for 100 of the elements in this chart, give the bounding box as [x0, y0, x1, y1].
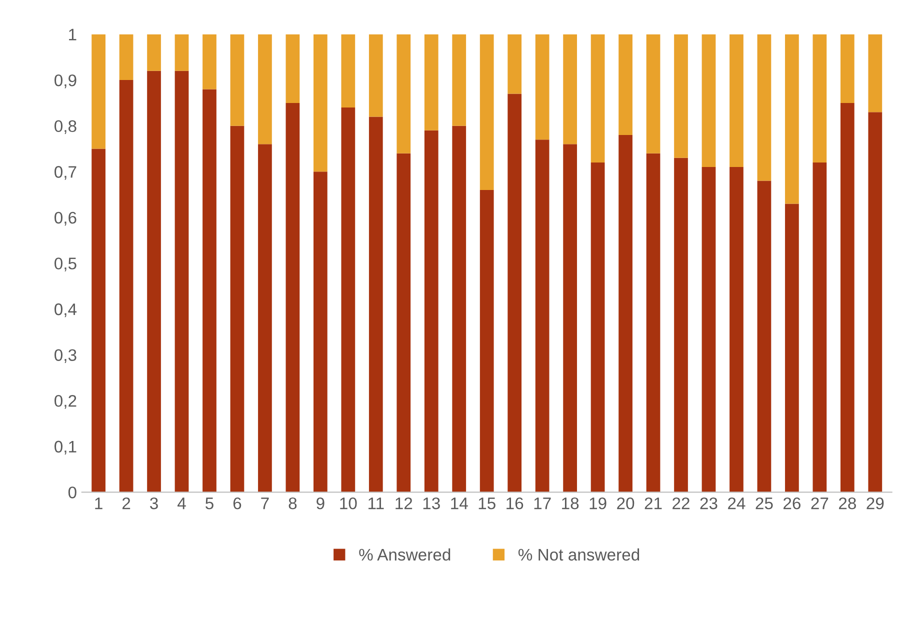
- bar: [812, 34, 827, 162]
- bar: [480, 190, 494, 492]
- x-tick-label: 28: [838, 497, 856, 510]
- bar: [618, 34, 632, 136]
- x-tick-label: 20: [617, 497, 634, 510]
- bar: [452, 34, 466, 126]
- bar: [119, 34, 134, 80]
- y-tick-label: 0,2: [54, 394, 76, 409]
- bar: [286, 34, 300, 103]
- bar: [563, 34, 577, 144]
- bar: [785, 34, 799, 204]
- bar: [230, 34, 244, 126]
- y-tick-label: 0,5: [54, 258, 76, 272]
- bar: [840, 102, 854, 492]
- bar: [646, 34, 660, 154]
- bar: [314, 34, 328, 172]
- x-tick-label: 1: [95, 498, 102, 510]
- bar: [535, 34, 550, 140]
- legend-label: % Answered: [359, 548, 450, 561]
- x-tick-label: 7: [261, 498, 269, 510]
- bar: [424, 130, 438, 492]
- bar: [202, 89, 216, 492]
- bar: [674, 34, 688, 158]
- bar: [618, 135, 632, 492]
- x-tick-label: 18: [562, 497, 579, 510]
- x-tick-label: 21: [644, 497, 662, 510]
- bar: [730, 167, 744, 492]
- bar: [508, 34, 522, 94]
- bar: [868, 112, 882, 492]
- bar: [785, 204, 799, 492]
- bar: [840, 34, 854, 103]
- bar: [368, 116, 383, 492]
- x-tick-label: 2: [122, 497, 130, 510]
- bar: [341, 108, 356, 492]
- bar: [424, 34, 438, 130]
- bar: [674, 158, 688, 492]
- bar: [646, 153, 660, 492]
- x-tick-label: 23: [700, 497, 718, 510]
- y-tick-label: 0,3: [54, 349, 76, 363]
- bar: [563, 144, 577, 492]
- bar: [590, 34, 605, 162]
- bar: [396, 34, 411, 154]
- y-tick-label: 0,9: [54, 74, 76, 88]
- x-tick-label: 14: [451, 498, 468, 510]
- bar: [92, 148, 106, 492]
- x-tick-label: 17: [534, 498, 551, 510]
- x-tick-label: 25: [756, 497, 773, 510]
- y-tick-label: 1: [69, 28, 76, 40]
- bar: [202, 34, 216, 90]
- bar: [757, 34, 772, 181]
- x-tick-label: 27: [811, 497, 828, 510]
- x-tick-label: 26: [784, 497, 800, 510]
- bar: [174, 34, 189, 71]
- x-tick-label: 6: [233, 497, 242, 510]
- bar: [341, 34, 356, 108]
- bar: [868, 34, 882, 112]
- x-tick-label: 15: [478, 498, 496, 510]
- x-tick-label: 24: [728, 497, 746, 510]
- bar: [258, 144, 272, 492]
- x-tick-label: 13: [423, 497, 440, 510]
- bar: [92, 34, 106, 149]
- x-tick-label: 10: [340, 497, 357, 510]
- bar: [535, 140, 550, 492]
- y-tick-label: 0,7: [54, 166, 76, 180]
- bar: [396, 153, 411, 492]
- bar: [258, 34, 272, 144]
- y-tick-label: 0,1: [54, 440, 76, 455]
- bar: [174, 70, 189, 492]
- y-tick-label: 0: [68, 486, 76, 498]
- x-tick-label: 8: [288, 497, 297, 510]
- legend-label: % Not answered: [518, 548, 640, 561]
- bar: [812, 162, 827, 492]
- bar: [480, 34, 494, 190]
- x-tick-label: 12: [396, 497, 412, 510]
- x-tick-label: 16: [506, 497, 524, 510]
- bar: [508, 94, 522, 492]
- bar: [730, 34, 744, 168]
- bar: [230, 126, 244, 492]
- bar: [757, 180, 772, 492]
- bar: [702, 167, 716, 492]
- x-tick-label: 5: [206, 498, 214, 510]
- bar: [119, 80, 134, 492]
- y-tick-label: 0,8: [54, 120, 76, 134]
- bar: [702, 34, 716, 168]
- y-tick-label: 0,4: [54, 303, 77, 318]
- x-tick-label: 3: [150, 497, 158, 510]
- x-tick-label: 4: [178, 498, 186, 510]
- x-tick-label: 19: [590, 497, 606, 510]
- y-tick-label: 0,6: [54, 212, 76, 226]
- bar: [452, 126, 466, 492]
- bar: [590, 162, 605, 492]
- bar: [286, 102, 300, 492]
- bar: [147, 70, 161, 492]
- x-tick-label: 29: [866, 497, 884, 510]
- x-tick-label: 11: [368, 498, 384, 510]
- x-tick-label: 9: [316, 497, 324, 510]
- x-tick-label: 22: [672, 497, 690, 510]
- bar: [147, 34, 161, 71]
- bar: [314, 172, 328, 492]
- bar: [368, 34, 383, 117]
